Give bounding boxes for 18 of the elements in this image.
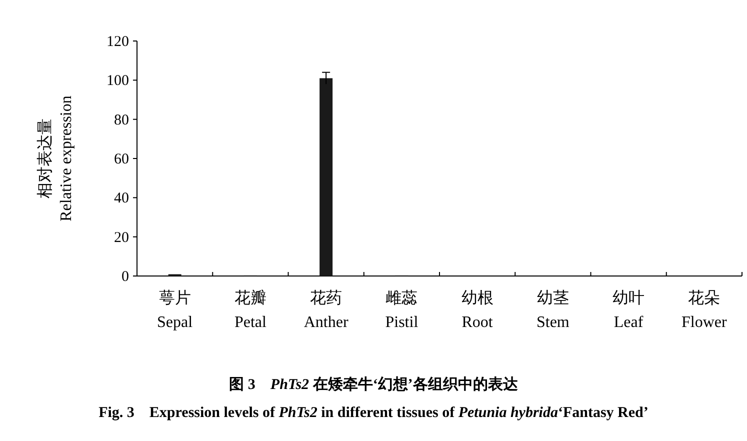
- x-tick-label: 萼片 Sepal: [157, 289, 194, 331]
- x-tick-label: 幼茎 Stem: [536, 289, 570, 331]
- y-tick-label: 60: [114, 152, 129, 168]
- text: 图 3 PhTs2 在矮牵牛‘幻想’各组织中的表达: [229, 376, 519, 393]
- x-tick-label: 雌蕊 Pistil: [385, 289, 419, 331]
- text: Fig. 3 Expression levels of PhTs2 in different tissues of Petunia hybrida‘Fantasy Red’: [98, 405, 648, 421]
- x-tick-label: 幼根 Root: [461, 289, 494, 331]
- y-tick-label: 80: [114, 112, 129, 128]
- x-tick-label: 幼叶 Leaf: [612, 289, 645, 331]
- y-tick-label: 100: [106, 73, 129, 90]
- x-tick-label: 花瓣 Petal: [234, 289, 267, 331]
- y-tick-label: 40: [114, 190, 129, 207]
- y-tick-label: 120: [106, 34, 129, 50]
- x-tick-label: 花药 Anther: [304, 289, 349, 331]
- x-tick-label: 花朵 Flower: [682, 289, 728, 331]
- y-axis-title: 相对表达量 Relative expression: [36, 96, 75, 222]
- y-tick-label: 0: [122, 269, 129, 285]
- y-tick-label: 20: [114, 230, 129, 246]
